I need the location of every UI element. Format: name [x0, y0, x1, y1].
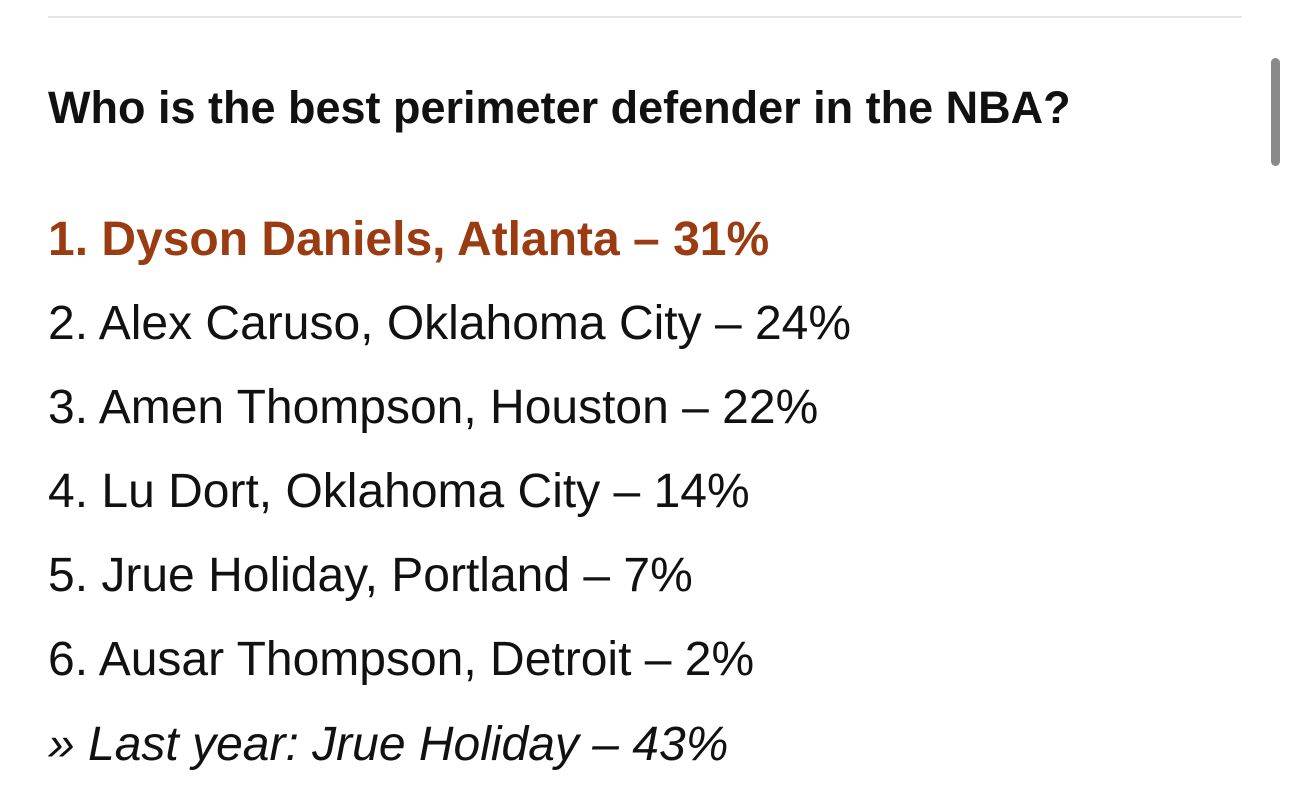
- result-item: 5. Jrue Holiday, Portland – 7%: [48, 549, 693, 602]
- scrollbar[interactable]: [1271, 58, 1280, 166]
- heading: Who is the best perimeter defender in th…: [48, 82, 1071, 133]
- result-item: 3. Amen Thompson, Houston – 22%: [48, 381, 819, 434]
- divider: [48, 16, 1242, 18]
- result-item: 2. Alex Caruso, Oklahoma City – 24%: [48, 297, 852, 350]
- last-year-note: » Last year: Jrue Holiday – 43%: [48, 718, 729, 771]
- result-item: 1. Dyson Daniels, Atlanta – 31%: [48, 213, 770, 266]
- result-item: 6. Ausar Thompson, Detroit – 2%: [48, 633, 755, 686]
- result-item: 4. Lu Dort, Oklahoma City – 14%: [48, 465, 750, 518]
